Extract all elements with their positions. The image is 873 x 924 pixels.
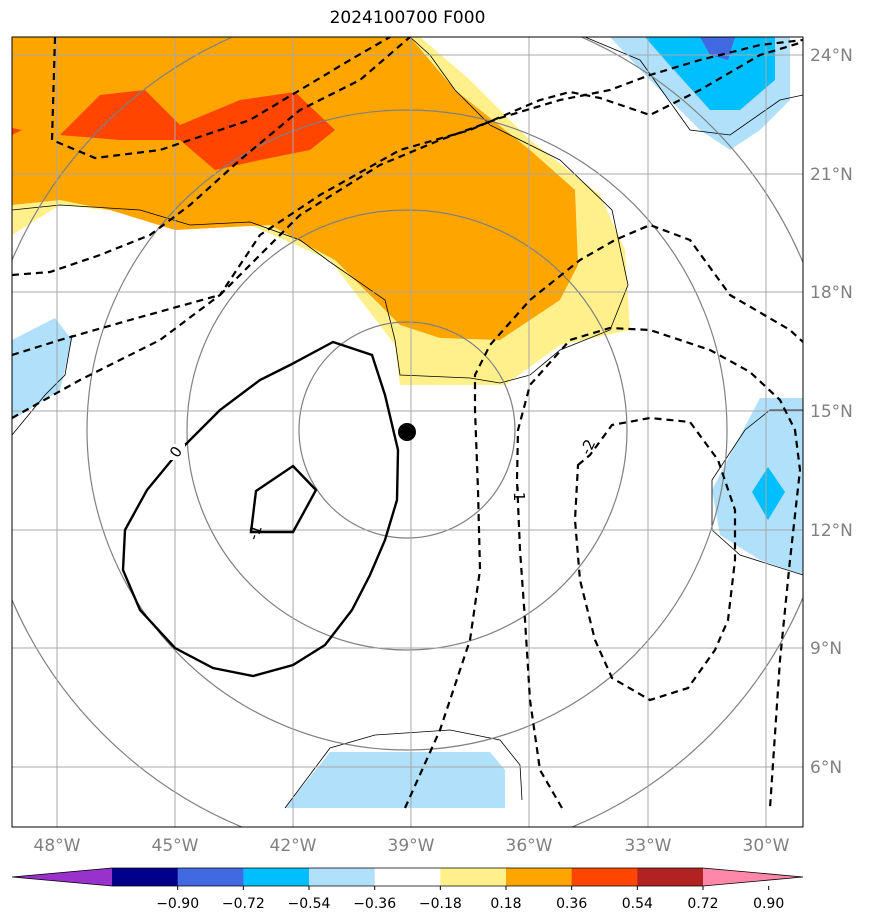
latitude-labels: 24°N 21°N 18°N 15°N 12°N 9°N 6°N <box>810 46 853 778</box>
contour-label-minus-two: -2 <box>577 436 600 457</box>
colorbar-tick-label: 0.72 <box>687 896 718 912</box>
contour-label-bg <box>167 444 185 460</box>
colorbar-tick-label: −0.36 <box>353 896 396 912</box>
colorbar-segment <box>440 868 507 886</box>
contour-label-minus-one-solid: -1 <box>244 522 266 542</box>
lat-tick: 6°N <box>810 758 842 778</box>
lat-tick: 18°N <box>810 283 853 303</box>
contour-label-minus-one-dashed: -1 <box>510 487 528 502</box>
colorbar-tick-label: −0.90 <box>156 896 199 912</box>
colorbar-outline <box>11 867 804 887</box>
colorbar-extend-high <box>703 868 803 886</box>
colorbar-tick-label: −0.18 <box>419 896 462 912</box>
longitude-labels: 48°W 45°W 42°W 39°W 36°W 33°W 30°W <box>34 836 790 856</box>
colorbar-tick-label: 0.90 <box>753 896 784 912</box>
colorbar-tick-label: 0.18 <box>490 896 521 912</box>
lat-tick: 12°N <box>810 521 853 541</box>
colorbar-segment <box>309 868 376 886</box>
map-area: 0 -1 -1 -2 <box>12 37 803 827</box>
colorbar-segment <box>177 868 244 886</box>
colorbar-segment <box>637 868 704 886</box>
lat-tick: 21°N <box>810 165 853 185</box>
colorbar-tick-label: −0.54 <box>288 896 331 912</box>
colorbar-segment <box>112 868 179 886</box>
positive-anomaly-fill <box>12 37 630 385</box>
colorbar-tick-label: 0.54 <box>622 896 653 912</box>
colorbar: −0.90 −0.72 −0.54 −0.36 −0.18 0.18 0.36 0.54 0.7… <box>11 867 804 912</box>
colorbar-segment <box>374 868 441 886</box>
lon-tick: 33°W <box>625 836 672 856</box>
colorbar-segment <box>243 868 310 886</box>
storm-center-marker <box>398 423 416 441</box>
colorbar-tick-label: 0.36 <box>556 896 587 912</box>
colorbar-extend-low <box>12 868 112 886</box>
lon-tick: 39°W <box>388 836 435 856</box>
lon-tick: 48°W <box>34 836 81 856</box>
thin-outlines <box>12 37 803 809</box>
lat-tick: 15°N <box>810 402 853 422</box>
lon-tick: 42°W <box>270 836 317 856</box>
colorbar-tick-label: −0.72 <box>222 896 265 912</box>
solid-contours <box>121 340 400 678</box>
range-rings <box>12 37 803 827</box>
map-title: 2024100700 F000 <box>329 8 486 28</box>
colorbar-segment <box>571 868 638 886</box>
lon-tick: 36°W <box>506 836 553 856</box>
lat-tick: 24°N <box>810 46 853 66</box>
lon-tick: 45°W <box>152 836 199 856</box>
colorbar-segment <box>506 868 573 886</box>
lon-tick: 30°W <box>743 836 790 856</box>
dashed-contours <box>12 37 803 809</box>
lat-tick: 9°N <box>810 639 842 659</box>
map-frame <box>11 36 804 828</box>
